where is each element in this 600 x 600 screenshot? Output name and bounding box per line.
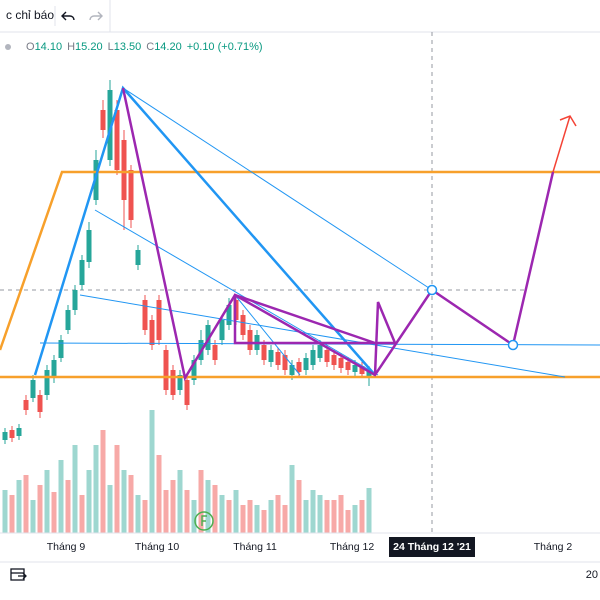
purple-triangle[interactable]: [233, 293, 397, 376]
legend-key: O: [26, 41, 35, 53]
volume-down: [9, 430, 365, 533]
target-arrow[interactable]: [552, 115, 577, 173]
toolbar: [0, 0, 600, 32]
crosshair-time-label: 24 Tháng 12 '21: [393, 541, 471, 553]
blue-pattern[interactable]: [33, 85, 376, 376]
anchor-point[interactable]: [426, 284, 438, 296]
legend-value: 13.50: [114, 41, 142, 53]
redo-button[interactable]: [89, 11, 103, 21]
legend-value: 14.10: [35, 41, 63, 53]
undo-button[interactable]: [61, 11, 75, 21]
indicators-button[interactable]: c chỉ báo: [6, 8, 54, 22]
time-label: Tháng 2: [534, 541, 573, 553]
date-range-button[interactable]: [10, 568, 27, 581]
time-label: Tháng 9: [47, 541, 86, 553]
time-label: Tháng 11: [233, 541, 277, 553]
event-marker[interactable]: [194, 511, 214, 531]
ohlc-legend: O14.10 H15.20 L13.50 C14.20 +0.10 (+0.71%): [26, 41, 263, 53]
legend-change: +0.10 (+0.71%): [187, 41, 263, 53]
legend-key: C: [146, 41, 154, 53]
time-label: Tháng 10: [135, 541, 180, 553]
legend-value: 15.20: [75, 41, 103, 53]
event-icon: [201, 515, 207, 526]
legend-key: H: [67, 41, 75, 53]
time-label: Tháng 12: [330, 541, 375, 553]
crosshair-time-box: [389, 537, 475, 557]
legend-key: L: [108, 41, 114, 53]
footer-text: 20: [586, 569, 598, 581]
legend-value: 14.20: [154, 41, 182, 53]
anchor-point[interactable]: [507, 339, 519, 351]
volume-up: [2, 410, 372, 533]
legend-dot: [5, 44, 11, 50]
orange-channel[interactable]: [0, 170, 600, 351]
